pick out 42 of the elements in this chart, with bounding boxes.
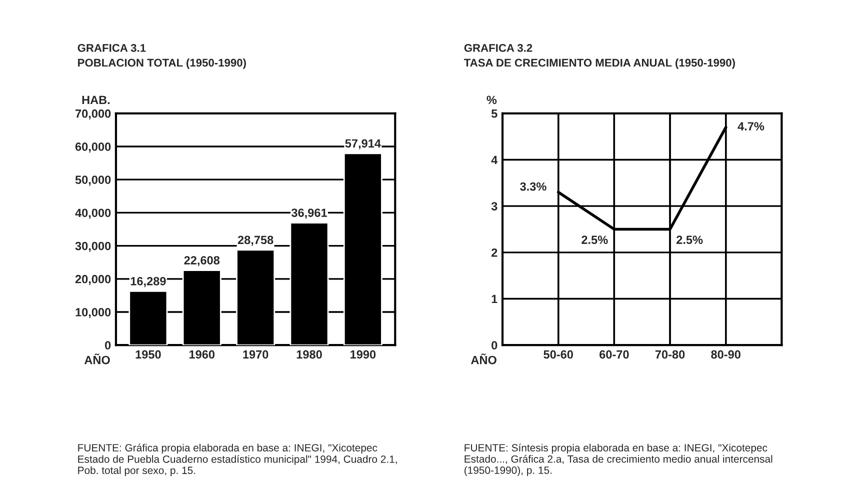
data-label: 36,961: [291, 208, 327, 219]
y-axis-title: HAB.: [82, 96, 110, 104]
y-axis-title: %: [486, 96, 497, 104]
y-tick-label: 2: [492, 248, 498, 257]
x-tick-label: 1960: [189, 350, 215, 359]
x-tick-label: 60-70: [600, 350, 629, 359]
chart-subtitle: POBLACION TOTAL (1950-1990): [78, 58, 246, 69]
y-tick-label: 30,000: [75, 242, 111, 252]
x-tick-label: 1980: [296, 350, 322, 359]
y-tick-label: 3: [491, 202, 498, 210]
data-label: 2.5%: [582, 236, 608, 244]
x-tick-label: 80-90: [711, 350, 740, 359]
y-tick-label: 60,000: [75, 142, 111, 153]
x-axis-title: AÑO: [470, 354, 496, 364]
y-tick-label: 20,000: [75, 274, 111, 286]
data-label: 2.5%: [676, 236, 703, 244]
data-label: 16,289: [130, 277, 166, 288]
data-label: 4.7%: [738, 122, 764, 130]
y-tick-label: 40,000: [75, 208, 111, 219]
chart-title: GRAFICA 3.2: [464, 44, 532, 52]
source-note: FUENTE: Gráfica propia elaborada en base a: INEGI, "Xicotepec Estado de Puebla Cuaderno estadístico municipal" 1994, Cuadro 2.1, Pob. total por sexo, p. 15.: [78, 444, 397, 476]
data-label: 3.3%: [520, 182, 546, 191]
y-tick-label: 50,000: [75, 176, 111, 186]
x-tick-label: 50-60: [544, 350, 573, 359]
y-tick-label: 4: [491, 156, 498, 164]
y-tick-label: 5: [491, 110, 498, 118]
source-note: FUENTE: Síntesis propia elaborada en base a: INEGI, "Xicotepec Estado..., Gráfica 2.a, Tasa de crecimiento medio anual intercensal (1950-1990), p. 15.: [464, 444, 772, 476]
data-label: 57,914: [345, 139, 381, 150]
x-axis-title: AÑO: [84, 354, 110, 364]
y-tick-label: 70,000: [76, 109, 111, 120]
data-label: 28,758: [238, 236, 274, 246]
y-tick-label: 0: [492, 341, 498, 350]
x-tick-label: 1950: [136, 350, 161, 359]
y-tick-label: 1: [492, 294, 498, 304]
chart-title: GRAFICA 3.1: [78, 44, 146, 52]
y-tick-label: 0: [105, 341, 111, 350]
x-tick-label: 70-80: [655, 350, 685, 359]
y-tick-label: 10,000: [76, 308, 111, 318]
data-label: 22,608: [184, 256, 220, 266]
x-tick-label: 1990: [350, 350, 376, 359]
chart-subtitle: TASA DE CRECIMIENTO MEDIA ANUAL (1950-1990): [464, 58, 735, 69]
x-tick-label: 1970: [243, 350, 268, 359]
